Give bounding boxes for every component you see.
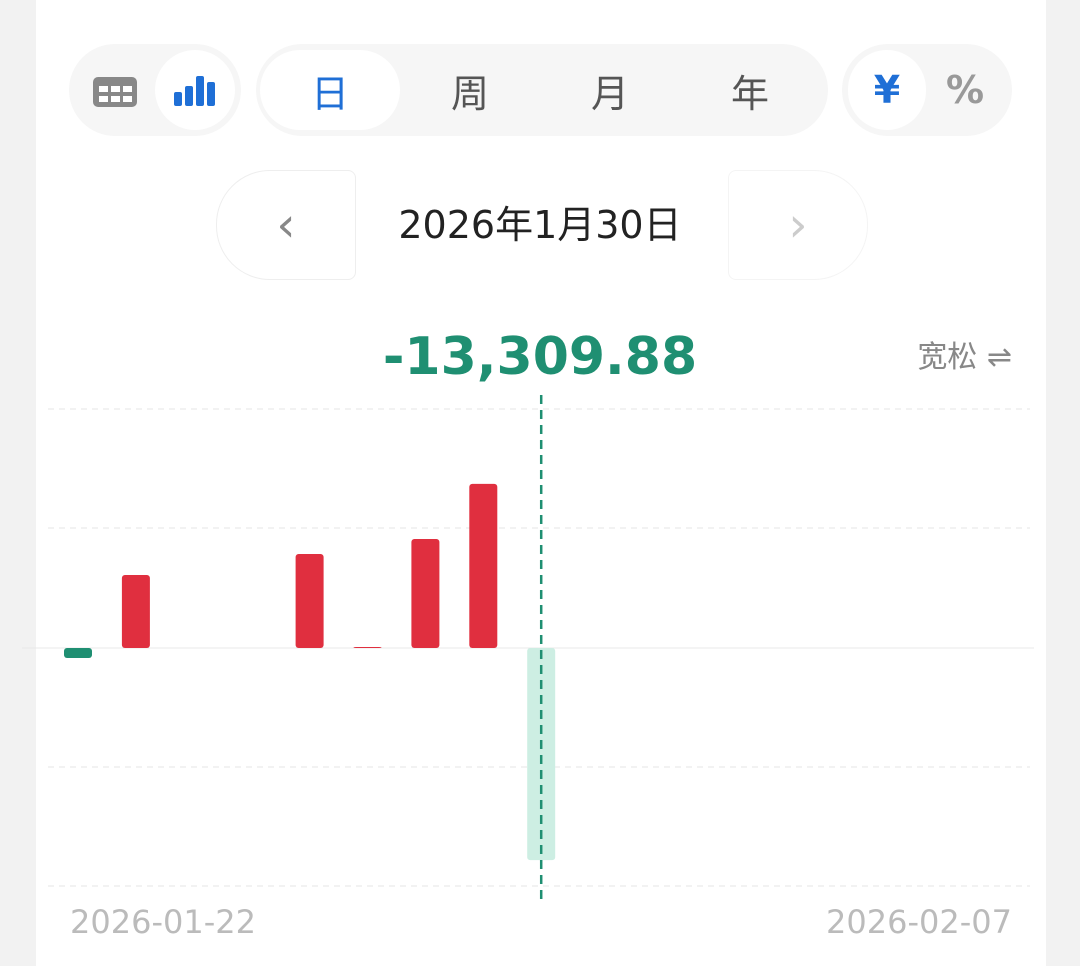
- next-date-button[interactable]: ›: [728, 170, 868, 280]
- bar-2026-01-28[interactable]: [411, 539, 440, 648]
- unit-toggle-option[interactable]: %: [945, 68, 985, 112]
- bar-2026-01-23[interactable]: [121, 575, 150, 648]
- scale-mode-label: 宽松: [917, 340, 978, 375]
- view-toggle: [69, 44, 241, 136]
- bar-2026-01-29[interactable]: [469, 483, 498, 648]
- bar-2026-01-27[interactable]: [353, 647, 382, 648]
- current-date: 2026年1月30日: [398, 203, 682, 247]
- period-tab[interactable]: 日: [260, 50, 400, 130]
- unit-toggle-option[interactable]: ¥: [848, 50, 926, 130]
- unit-toggle: ¥%: [842, 44, 1012, 136]
- x-axis-end-label: 2026-02-07: [826, 903, 1012, 941]
- period-tab[interactable]: 年: [730, 71, 769, 116]
- calendar-icon: [93, 77, 137, 107]
- period-tab[interactable]: 月: [590, 71, 629, 116]
- calendar-view-button[interactable]: [75, 50, 155, 130]
- period-tabs: 日周月年: [256, 44, 828, 136]
- x-axis-start-label: 2026-01-22: [70, 903, 256, 941]
- bar-2026-01-22[interactable]: [64, 648, 92, 659]
- period-tab[interactable]: 周: [450, 71, 489, 116]
- bar-2026-01-30[interactable]: [527, 648, 556, 861]
- swap-arrows-icon: ⇌: [986, 340, 1012, 375]
- scale-mode-toggle[interactable]: 宽松 ⇌: [917, 332, 1012, 376]
- chevron-right-icon: ›: [788, 197, 808, 253]
- bar-view-button[interactable]: [155, 50, 235, 130]
- bar-2026-01-26[interactable]: [295, 553, 324, 648]
- bar-chart-icon: [174, 76, 215, 106]
- prev-date-button[interactable]: ‹: [216, 170, 356, 280]
- chevron-left-icon: ‹: [276, 197, 296, 253]
- selected-value: -13,309.88: [382, 327, 698, 387]
